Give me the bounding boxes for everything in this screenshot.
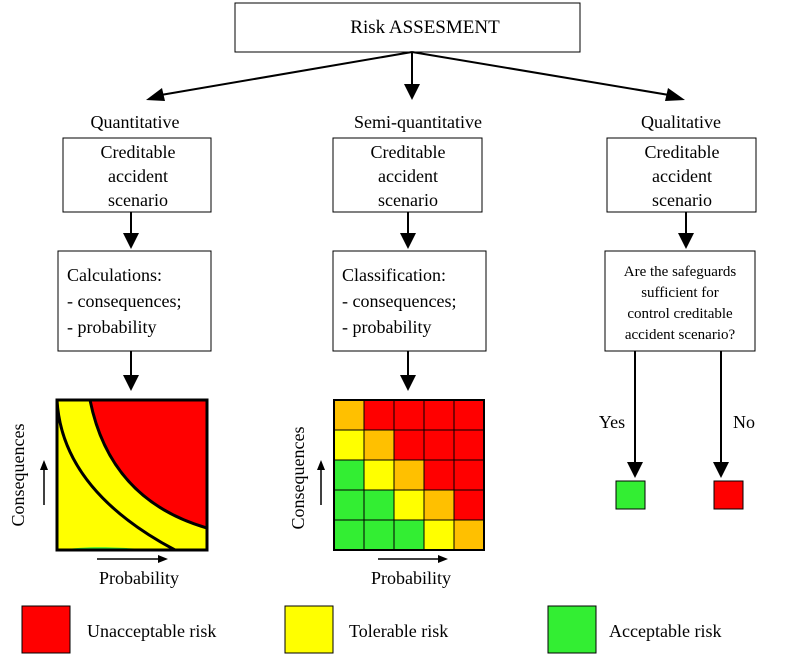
matrix-cell <box>333 459 365 491</box>
risk-matrix <box>333 399 485 551</box>
qualitative-scenario-line-1: Creditable <box>645 142 720 162</box>
quantitative-y-axis-label: Consequences <box>8 424 28 527</box>
semi-quantitative-column: Semi-quantitative Creditable accident sc… <box>288 112 487 588</box>
quantitative-step-line-2: - consequences; <box>67 291 181 311</box>
title-arrows <box>146 51 685 101</box>
matrix-cell <box>393 459 425 491</box>
quantitative-chart-frame <box>55 398 209 552</box>
legend-label-acceptable: Acceptable risk <box>609 621 721 641</box>
legend-label-unacceptable: Unacceptable risk <box>87 621 216 641</box>
matrix-cell <box>393 489 425 521</box>
legend: Unacceptable risk Tolerable risk Accepta… <box>21 605 721 654</box>
legend-swatch-acceptable <box>547 605 597 654</box>
quantitative-x-axis-label: Probability <box>99 568 179 588</box>
arrowhead-quantitative <box>146 88 165 101</box>
matrix-cell <box>423 429 455 461</box>
quantitative-step-line-3: - probability <box>67 317 156 337</box>
yes-label: Yes <box>599 412 625 432</box>
matrix-cell <box>393 519 425 551</box>
legend-swatch-tolerable <box>284 605 334 654</box>
matrix-cell <box>423 459 455 491</box>
title-text: Risk ASSESMENT <box>350 17 500 38</box>
quantitative-scenario-line-3: scenario <box>108 190 168 210</box>
question-line-1: Are the safeguards <box>624 264 737 280</box>
matrix-cell <box>363 429 395 461</box>
matrix-cell <box>363 459 395 491</box>
semi-step-line-1: Classification: <box>342 265 446 285</box>
matrix-cell <box>333 519 365 551</box>
semi-y-axis-arrowhead <box>317 460 325 470</box>
qualitative-scenario-box <box>606 137 757 213</box>
no-arrowhead <box>713 462 729 478</box>
qualitative-column: Qualitative Creditable accident scenario… <box>599 112 757 510</box>
semi-arrowhead-1 <box>400 233 416 249</box>
quantitative-x-axis-arrowhead <box>158 555 168 563</box>
matrix-cell <box>333 399 365 431</box>
no-result-square <box>713 480 744 510</box>
semi-label: Semi-quantitative <box>354 112 482 132</box>
semi-y-axis-label: Consequences <box>288 427 308 530</box>
yes-result-square <box>615 480 646 510</box>
question-line-3: control creditable <box>627 306 733 322</box>
yes-arrowhead <box>627 462 643 478</box>
risk-matrix-frame <box>333 399 485 551</box>
qualitative-arrowhead-1 <box>678 233 694 249</box>
question-line-2: sufficient for <box>641 285 719 301</box>
matrix-cell <box>363 489 395 521</box>
matrix-cell <box>423 399 455 431</box>
matrix-cell <box>453 519 485 551</box>
semi-scenario-line-1: Creditable <box>371 142 446 162</box>
lower-boundary-curve <box>57 400 176 550</box>
qualitative-label: Qualitative <box>641 112 721 132</box>
quantitative-arrowhead-1 <box>123 233 139 249</box>
quantitative-y-axis-arrowhead <box>40 460 48 470</box>
arrowhead-semi <box>404 84 420 100</box>
arrowhead-qualitative <box>665 88 685 101</box>
quantitative-scenario-line-1: Creditable <box>101 142 176 162</box>
matrix-cell <box>423 519 455 551</box>
no-label: No <box>733 412 755 432</box>
upper-boundary-curve <box>88 400 207 530</box>
matrix-cell <box>423 489 455 521</box>
arrow-to-quantitative <box>154 51 413 97</box>
quantitative-label: Quantitative <box>91 112 180 132</box>
quantitative-scenario-line-2: accident <box>108 166 168 186</box>
semi-scenario-line-2: accident <box>378 166 438 186</box>
semi-scenario-line-3: scenario <box>378 190 438 210</box>
matrix-cell <box>333 489 365 521</box>
quantitative-scenario-box <box>62 137 212 213</box>
semi-x-axis-label: Probability <box>371 568 451 588</box>
matrix-cell <box>453 429 485 461</box>
matrix-cell <box>453 459 485 491</box>
quantitative-step-line-1: Calculations: <box>67 265 162 285</box>
question-box <box>604 250 756 352</box>
quantitative-column: Quantitative Creditable accident scenari… <box>8 112 212 588</box>
semi-step-line-3: - probability <box>342 317 431 337</box>
matrix-cell <box>363 519 395 551</box>
title-box <box>234 2 581 53</box>
semi-arrowhead-2 <box>400 375 416 391</box>
title-node: Risk ASSESMENT <box>234 2 581 53</box>
semi-scenario-box <box>332 137 483 213</box>
question-line-4: accident scenario? <box>625 327 736 343</box>
matrix-cell <box>363 399 395 431</box>
semi-step-box <box>332 250 487 352</box>
semi-step-line-2: - consequences; <box>342 291 456 311</box>
arrow-to-qualitative <box>411 51 676 97</box>
matrix-cell <box>453 399 485 431</box>
matrix-cell <box>393 429 425 461</box>
semi-x-axis-arrowhead <box>438 555 448 563</box>
quantitative-step-box <box>57 250 212 352</box>
quantitative-risk-chart <box>57 400 207 550</box>
matrix-cell <box>453 489 485 521</box>
qualitative-scenario-line-3: scenario <box>652 190 712 210</box>
unacceptable-region <box>90 400 207 528</box>
legend-label-tolerable: Tolerable risk <box>349 621 448 641</box>
legend-swatch-unacceptable <box>21 605 71 654</box>
qualitative-scenario-line-2: accident <box>652 166 712 186</box>
matrix-cell <box>393 399 425 431</box>
matrix-cell <box>333 429 365 461</box>
quantitative-arrowhead-2 <box>123 375 139 391</box>
